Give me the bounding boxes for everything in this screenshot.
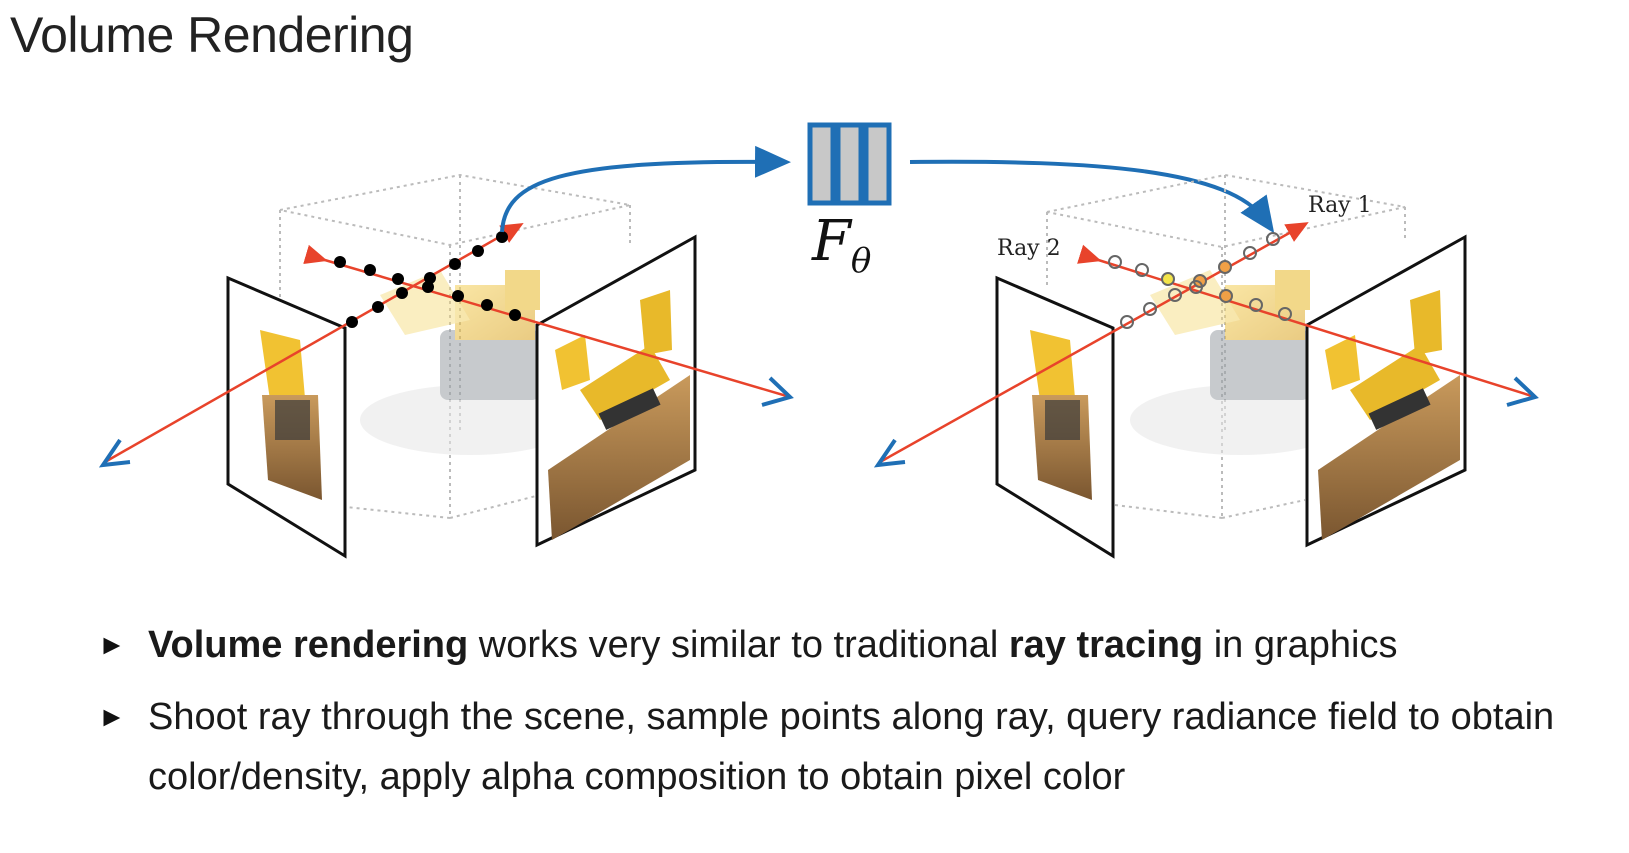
- ray-2-label: Ray 2: [997, 236, 1061, 261]
- bullet-1-text-2: in graphics: [1203, 624, 1398, 666]
- right-image-plane-1: [995, 275, 1115, 559]
- right-toy-model: [1130, 270, 1350, 455]
- right-image-plane-2: [1305, 234, 1467, 548]
- left-ray-1: [104, 223, 524, 464]
- result-arrow: [909, 159, 1275, 234]
- right-camera-2-icon: [1506, 376, 1539, 407]
- bullet-marker-icon: ►: [98, 701, 126, 732]
- bullet-2-text: Shoot ray through the scene, sample poin…: [148, 696, 1555, 798]
- left-scene: [98, 145, 794, 559]
- right-scene: Ray 1 Ray 2: [873, 173, 1539, 559]
- network-f-theta: Fθ: [807, 122, 892, 281]
- bullet-item-1: ► Volume rendering works very similar to…: [98, 615, 1598, 675]
- query-arrow: [500, 145, 791, 233]
- ray-1-label: Ray 1: [1308, 193, 1372, 218]
- bullet-1-bold-2: ray tracing: [1008, 624, 1204, 666]
- bullet-marker-icon: ►: [98, 629, 126, 660]
- left-image-plane-1: [226, 275, 347, 559]
- left-camera-2-icon: [761, 376, 794, 407]
- network-subscript: θ: [851, 241, 871, 281]
- right-camera-1-icon: [873, 438, 906, 468]
- left-toy-model: [360, 270, 580, 455]
- volume-rendering-diagram: Fθ: [98, 122, 1539, 559]
- network-label: F: [811, 209, 853, 274]
- left-image-plane-2: [535, 234, 697, 548]
- left-sample-points: [334, 231, 521, 328]
- bullet-list: ► Volume rendering works very similar to…: [98, 615, 1598, 819]
- slide-title: Volume Rendering: [10, 7, 414, 63]
- bullet-1-text-1: works very similar to traditional: [468, 624, 1009, 666]
- bullet-item-2: ► Shoot ray through the scene, sample po…: [98, 687, 1598, 807]
- left-camera-1-icon: [98, 438, 131, 468]
- bullet-1-bold-1: Volume rendering: [148, 624, 469, 666]
- right-sample-points: [1108, 232, 1292, 329]
- svg-text:Fθ: Fθ: [811, 209, 871, 281]
